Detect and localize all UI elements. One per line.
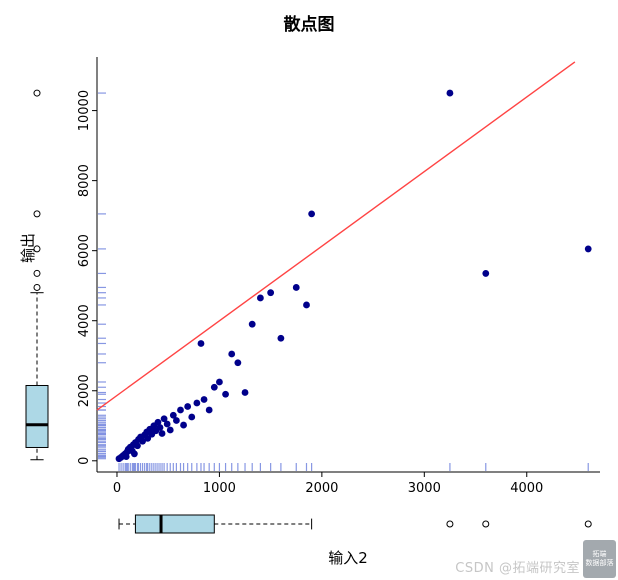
y-tick-label: 6000 [77, 234, 92, 267]
regression-line [96, 61, 576, 411]
x-tick-label: 0 [113, 481, 121, 496]
scatter-point [482, 270, 490, 277]
chart-title: 散点图 [283, 15, 335, 35]
y-tick-label: 2000 [77, 374, 92, 407]
x-tick-label: 3000 [408, 481, 441, 496]
scatter-point [241, 389, 249, 396]
scatter-point [172, 417, 180, 424]
logo-line2: 数据部落 [585, 559, 614, 567]
x-boxplot-outlier [482, 520, 490, 528]
x-boxplot-outlier [446, 520, 454, 528]
y-boxplot-outlier [33, 245, 41, 253]
scatter-point [210, 383, 218, 391]
scatter-point [158, 430, 166, 437]
scatter-point [256, 294, 264, 302]
y-boxplot-outlier [33, 89, 41, 97]
scatter-point [134, 442, 141, 450]
scatter-point [180, 421, 187, 429]
x-boxplot-box [134, 514, 215, 534]
x-tick-label: 2000 [305, 481, 338, 496]
scatter-point [216, 378, 223, 386]
scatter-point [308, 210, 316, 218]
scatter-point [200, 396, 208, 403]
x-boxplot-outlier [584, 520, 592, 528]
scatter-point [267, 289, 275, 297]
scatter-point [292, 284, 300, 291]
y-boxplot-outlier [33, 269, 41, 277]
y-tick-label: 0 [77, 457, 92, 465]
watermark-logo-icon: 拓端 数据部落 [583, 540, 616, 578]
scatter-point [222, 390, 229, 398]
scatter-point [446, 89, 454, 97]
scatter-point [228, 350, 236, 358]
scatter-point [139, 437, 146, 445]
logo-line1: 拓端 [592, 550, 607, 558]
scatter-point [234, 359, 242, 367]
scatter-point [197, 340, 205, 347]
scatter-point [144, 434, 152, 442]
scatter-point [277, 334, 285, 342]
scatter-point [177, 406, 184, 414]
scatter-point [184, 403, 192, 410]
scatter-point [160, 415, 168, 423]
x-tick-label: 4000 [510, 481, 543, 496]
scatter-point [130, 450, 138, 458]
y-axis-label: 输出 [19, 233, 37, 264]
scatter-point [154, 418, 162, 426]
scatter-point [205, 406, 213, 414]
x-tick-label: 1000 [203, 481, 236, 496]
x-axis-label: 输入2 [328, 549, 368, 567]
y-tick-label: 10000 [77, 90, 92, 131]
scatter-point [248, 320, 256, 328]
y-boxplot-outlier [33, 283, 41, 291]
scatter-point [188, 413, 196, 421]
y-boxplot-outlier [33, 210, 41, 218]
scatter-point [156, 424, 164, 431]
y-boxplot-box [25, 384, 49, 448]
y-tick-label: 4000 [77, 304, 92, 337]
watermark-text: CSDN @拓端研究室 [455, 561, 580, 576]
scatter-point [163, 420, 171, 428]
scatter-point [584, 245, 592, 253]
scatter-point [303, 301, 310, 309]
scatter-point [193, 399, 201, 407]
scatter-point [169, 411, 177, 419]
y-tick-label: 8000 [77, 164, 92, 197]
scatter-point [166, 426, 174, 434]
